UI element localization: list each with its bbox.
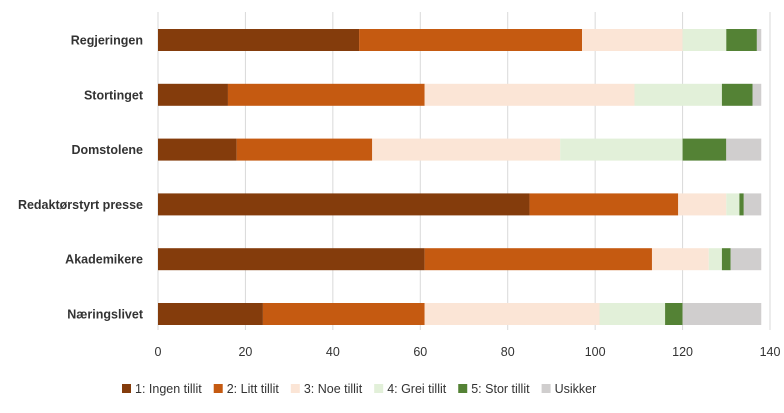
bar-segment-5-stor-tillit [665, 303, 683, 325]
x-tick-label: 100 [585, 345, 606, 359]
bar-segment-3-noe-tillit [678, 193, 727, 216]
x-tick-label: 80 [501, 345, 515, 359]
bar-segment-4-grei-tillit [560, 138, 683, 161]
bars [158, 29, 762, 325]
category-labels: Regjeringen Stortinget Domstolene Redaktørs… [18, 34, 144, 322]
bar-segment-usikker [682, 303, 762, 325]
bar-segment-4-grei-tillit [599, 303, 666, 325]
legend-label: 4: Grei tillit [387, 382, 447, 396]
legend-label: Usikker [555, 382, 597, 396]
bar-segment-3-noe-tillit [424, 303, 600, 325]
bar-segment-3-noe-tillit [582, 29, 683, 51]
gridlines [157, 12, 771, 330]
bar-segment-4-grei-tillit [726, 193, 740, 216]
legend-swatch [541, 384, 551, 393]
bar-segment-1-ingen-tillit [158, 29, 360, 51]
bar-segment-1-ingen-tillit [158, 193, 530, 216]
x-tick-label: 0 [155, 345, 162, 359]
bar-segment-3-noe-tillit [651, 248, 709, 271]
category-label: Regjeringen [71, 34, 143, 48]
x-axis-ticks: 0 20 40 60 80 100 120 140 [155, 345, 781, 359]
bar-segment-1-ingen-tillit [158, 248, 425, 271]
x-tick-label: 120 [672, 345, 693, 359]
bar-segment-5-stor-tillit [682, 138, 727, 161]
bar-segment-4-grei-tillit [634, 83, 722, 106]
bar-segment-usikker [730, 248, 762, 271]
legend-swatch [290, 384, 300, 393]
legend-swatch [122, 384, 131, 393]
bar-segment-4-grei-tillit [708, 248, 722, 271]
bar-segment-2-litt-tillit [529, 193, 679, 216]
legend-swatch [374, 384, 384, 393]
bar-segment-1-ingen-tillit [158, 83, 228, 106]
bar-segment-4-grei-tillit [682, 29, 727, 51]
legend-label: 1: Ingen tillit [135, 382, 202, 396]
x-tick-label: 60 [413, 345, 427, 359]
bar-segment-2-litt-tillit [262, 303, 425, 325]
bar-segment-1-ingen-tillit [158, 303, 263, 325]
bar-segment-2-litt-tillit [227, 83, 425, 106]
legend: 1: Ingen tillit 2: Litt tillit 3: Noe till… [122, 382, 596, 396]
bar-segment-1-ingen-tillit [158, 138, 237, 161]
x-tick-label: 20 [238, 345, 252, 359]
category-label: Næringslivet [67, 308, 144, 322]
bar-segment-2-litt-tillit [359, 29, 583, 51]
legend-swatch [458, 384, 468, 393]
bar-segment-2-litt-tillit [424, 248, 652, 271]
legend-label: 2: Litt tillit [227, 382, 280, 396]
bar-segment-5-stor-tillit [726, 29, 757, 51]
bar-segment-5-stor-tillit [721, 83, 753, 106]
category-label: Akademikere [65, 253, 143, 267]
bar-segment-usikker [743, 193, 762, 216]
x-tick-label: 40 [326, 345, 340, 359]
category-label: Redaktørstyrt presse [18, 198, 143, 212]
bar-segment-usikker [726, 138, 762, 161]
bar-segment-5-stor-tillit [721, 248, 731, 271]
x-tick-label: 140 [760, 345, 781, 359]
category-label: Stortinget [84, 88, 144, 102]
legend-swatch [213, 384, 223, 393]
bar-segment-usikker [756, 29, 762, 51]
bar-segment-2-litt-tillit [236, 138, 373, 161]
legend-label: 3: Noe tillit [304, 382, 363, 396]
bar-segment-usikker [752, 83, 762, 106]
legend-label: 5: Stor tillit [471, 382, 530, 396]
bar-segment-3-noe-tillit [424, 83, 635, 106]
bar-segment-3-noe-tillit [372, 138, 561, 161]
category-label: Domstolene [71, 143, 143, 157]
bar-segment-5-stor-tillit [739, 193, 744, 216]
